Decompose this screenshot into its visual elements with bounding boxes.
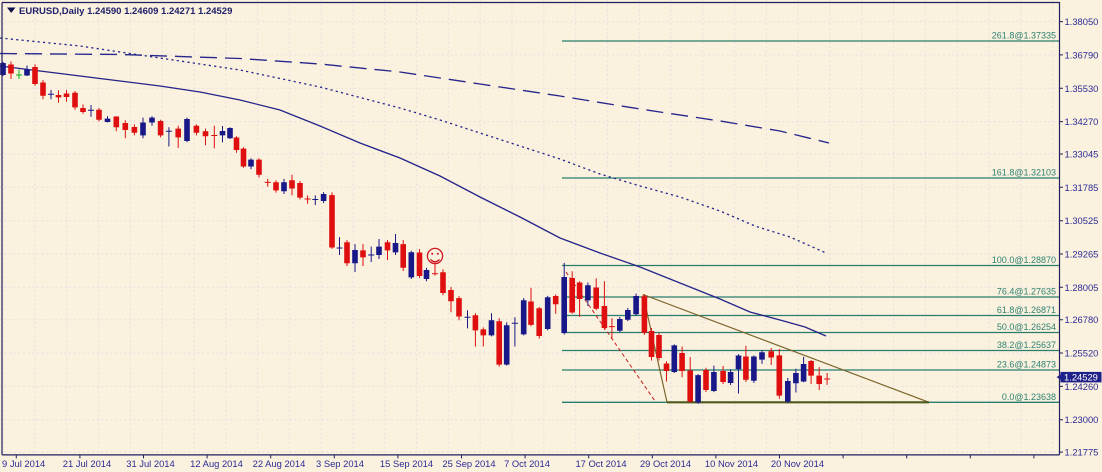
svg-text:161.8@1.32103: 161.8@1.32103 (992, 168, 1056, 178)
svg-text:1.24260: 1.24260 (1065, 381, 1099, 392)
svg-text:17 Oct 2014: 17 Oct 2014 (575, 458, 626, 469)
svg-text:76.4@1.27635: 76.4@1.27635 (997, 287, 1056, 297)
svg-text:1.35530: 1.35530 (1065, 83, 1099, 94)
svg-text:7 Oct 2014: 7 Oct 2014 (504, 458, 550, 469)
svg-text:25 Sep 2014: 25 Sep 2014 (442, 458, 495, 469)
svg-text:0.0@1.23638: 0.0@1.23638 (1002, 392, 1056, 402)
svg-text:22 Aug 2014: 22 Aug 2014 (253, 458, 306, 469)
svg-text:1.30525: 1.30525 (1065, 215, 1099, 226)
svg-text:1.26780: 1.26780 (1065, 314, 1099, 325)
svg-text:31 Jul 2014: 31 Jul 2014 (126, 458, 174, 469)
svg-text:1.29265: 1.29265 (1065, 249, 1099, 260)
svg-text:20 Nov 2014: 20 Nov 2014 (771, 458, 824, 469)
svg-text:21 Jul 2014: 21 Jul 2014 (63, 458, 111, 469)
svg-text:15 Sep 2014: 15 Sep 2014 (380, 458, 433, 469)
svg-text:1.21775: 1.21775 (1065, 447, 1099, 458)
svg-text:10 Nov 2014: 10 Nov 2014 (705, 458, 758, 469)
svg-text:EURUSD,Daily 1.24590 1.24609: EURUSD,Daily 1.24590 1.24609 1.24271 1.2… (19, 6, 232, 17)
svg-text:12 Aug 2014: 12 Aug 2014 (190, 458, 243, 469)
svg-text:3 Sep 2014: 3 Sep 2014 (316, 458, 364, 469)
svg-text:1.34270: 1.34270 (1065, 116, 1099, 127)
svg-text:9 Jul 2014: 9 Jul 2014 (2, 458, 45, 469)
svg-text:1.31785: 1.31785 (1065, 182, 1099, 193)
svg-text:50.0@1.26254: 50.0@1.26254 (997, 322, 1056, 332)
svg-text:1.38050: 1.38050 (1065, 16, 1099, 27)
svg-text:1.25520: 1.25520 (1065, 348, 1099, 359)
svg-text:100.0@1.28870: 100.0@1.28870 (992, 255, 1056, 265)
svg-text:1.24529: 1.24529 (1064, 372, 1098, 383)
svg-text:23.6@1.24873: 23.6@1.24873 (997, 360, 1056, 370)
svg-text:1.28005: 1.28005 (1065, 282, 1099, 293)
svg-text:1.36790: 1.36790 (1065, 49, 1099, 60)
svg-text:261.8@1.37335: 261.8@1.37335 (992, 31, 1056, 41)
svg-text:1.23000: 1.23000 (1065, 414, 1099, 425)
svg-text:1.33045: 1.33045 (1065, 149, 1099, 160)
svg-text:29 Oct 2014: 29 Oct 2014 (640, 458, 691, 469)
svg-text:61.8@1.26871: 61.8@1.26871 (997, 305, 1056, 315)
svg-text:38.2@1.25637: 38.2@1.25637 (997, 340, 1056, 350)
